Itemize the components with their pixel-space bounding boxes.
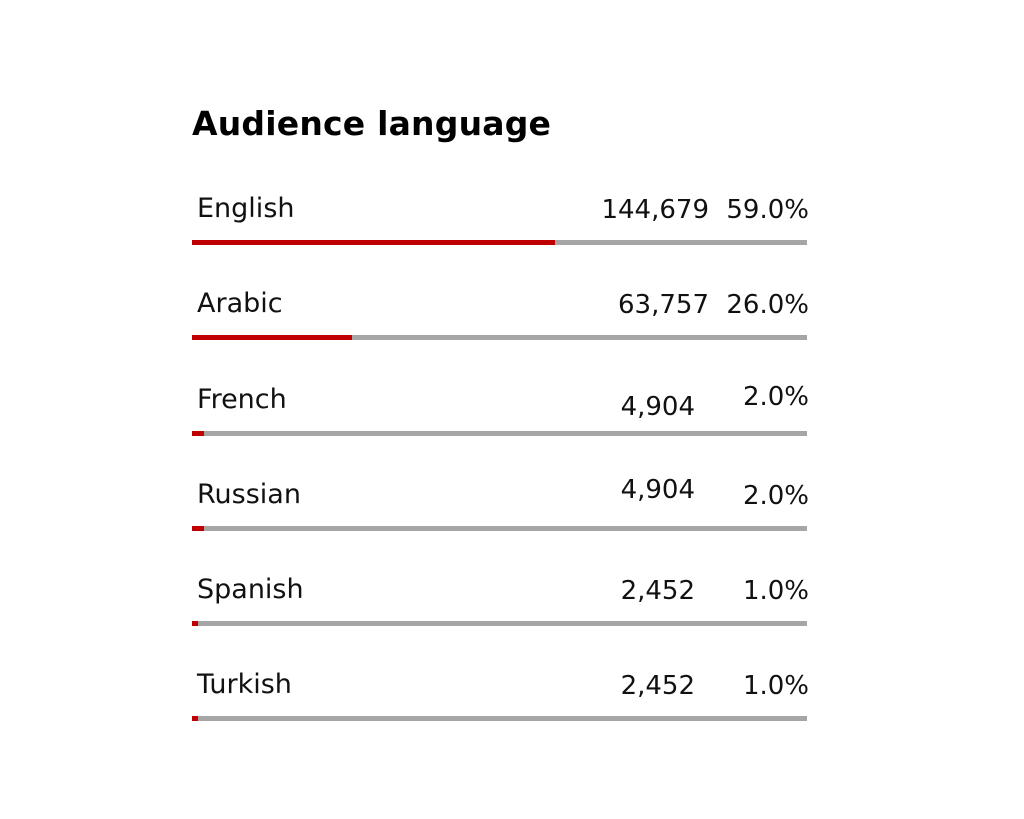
language-count: 4,904 xyxy=(620,475,695,505)
language-row: French 4,904 2.0% xyxy=(192,382,817,444)
bar-fill xyxy=(192,431,204,436)
language-row: Russian 4,904 2.0% xyxy=(192,475,817,539)
language-label: Spanish xyxy=(197,574,304,605)
language-label: Turkish xyxy=(197,669,292,700)
bar-track xyxy=(192,335,807,340)
bar-fill xyxy=(192,526,204,531)
bar-fill xyxy=(192,716,198,721)
language-label: English xyxy=(197,193,295,224)
language-label: Russian xyxy=(197,479,301,510)
bar-fill xyxy=(192,335,352,340)
chart-title: Audience language xyxy=(192,104,552,143)
bar-track xyxy=(192,240,807,245)
language-percent: 1.0% xyxy=(742,671,809,701)
language-label: French xyxy=(197,384,287,415)
language-percent: 2.0% xyxy=(742,382,809,412)
bar-track xyxy=(192,431,807,436)
language-label: Arabic xyxy=(197,288,283,319)
language-row: Spanish 2,452 1.0% xyxy=(192,574,817,634)
language-percent: 1.0% xyxy=(742,576,809,606)
language-row: Turkish 2,452 1.0% xyxy=(192,669,817,729)
language-count: 63,757 xyxy=(618,290,709,320)
bar-track xyxy=(192,621,807,626)
language-percent: 26.0% xyxy=(726,290,809,320)
language-count: 4,904 xyxy=(620,392,695,422)
language-percent: 2.0% xyxy=(742,481,809,511)
language-row: Arabic 63,757 26.0% xyxy=(192,288,817,348)
bar-track xyxy=(192,526,807,531)
language-percent: 59.0% xyxy=(726,195,809,225)
bar-track xyxy=(192,716,807,721)
language-count: 144,679 xyxy=(601,195,709,225)
language-count: 2,452 xyxy=(620,576,695,606)
bar-fill xyxy=(192,240,555,245)
language-count: 2,452 xyxy=(620,671,695,701)
language-row: English 144,679 59.0% xyxy=(192,193,817,253)
bar-fill xyxy=(192,621,198,626)
